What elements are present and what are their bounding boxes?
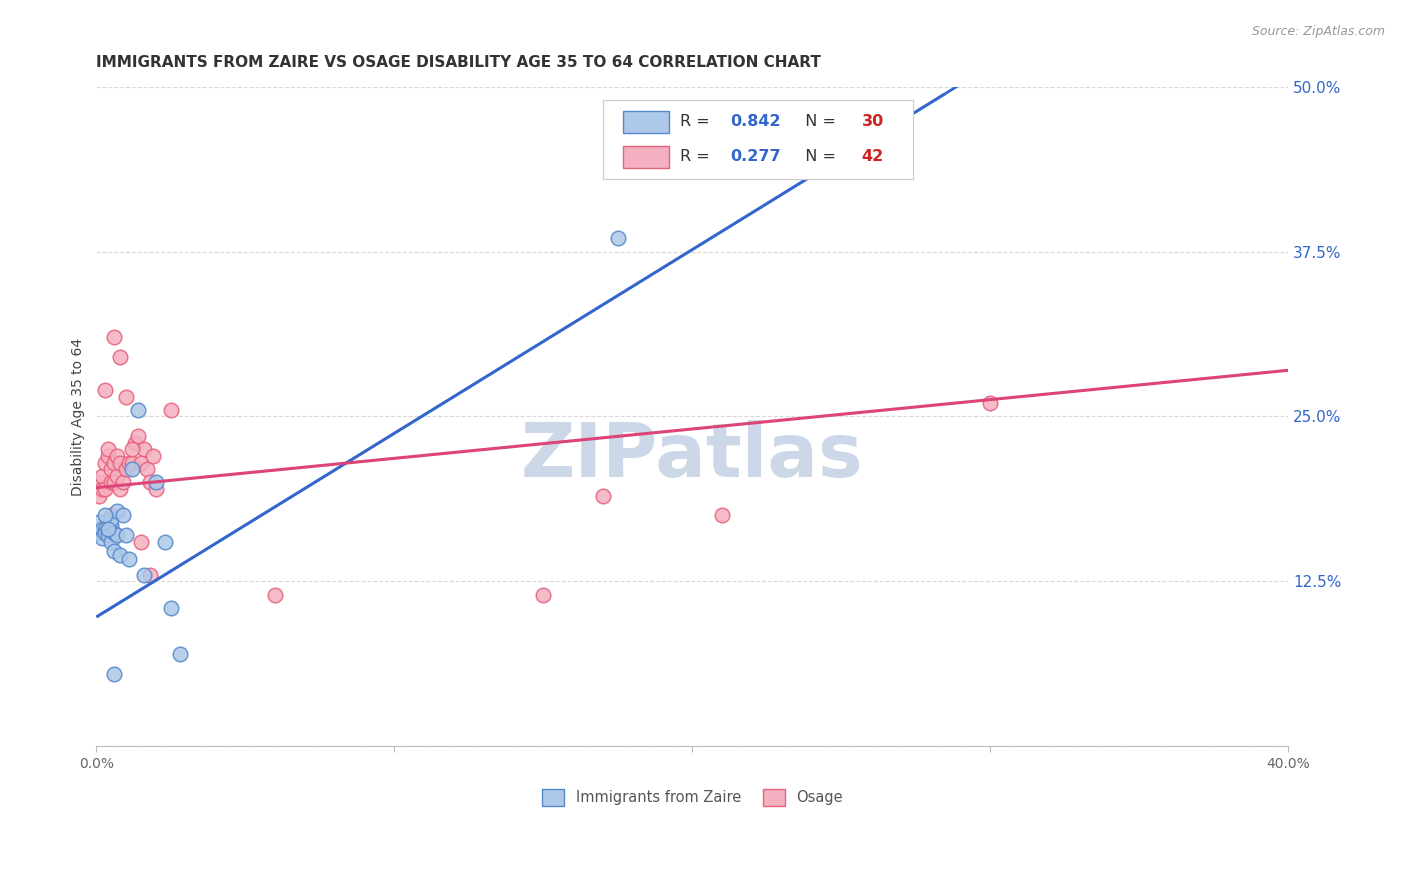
Point xyxy=(129,456,152,470)
Point xyxy=(103,456,125,470)
Text: 30: 30 xyxy=(862,114,884,129)
Point xyxy=(91,468,114,483)
Point xyxy=(103,330,125,344)
Point xyxy=(94,456,117,470)
Point xyxy=(139,567,162,582)
Text: 42: 42 xyxy=(862,149,884,164)
Point xyxy=(153,534,176,549)
Text: N =: N = xyxy=(794,114,841,129)
Point xyxy=(103,475,125,490)
Point xyxy=(160,402,183,417)
Text: IMMIGRANTS FROM ZAIRE VS OSAGE DISABILITY AGE 35 TO 64 CORRELATION CHART: IMMIGRANTS FROM ZAIRE VS OSAGE DISABILIT… xyxy=(97,55,821,70)
Point xyxy=(121,462,143,476)
Point xyxy=(112,508,135,523)
Point xyxy=(105,449,128,463)
Point xyxy=(105,528,128,542)
Point xyxy=(100,508,122,523)
Point xyxy=(108,456,131,470)
Point xyxy=(139,475,162,490)
Text: 0.842: 0.842 xyxy=(731,114,782,129)
Point xyxy=(91,531,114,545)
Point xyxy=(129,534,152,549)
Point xyxy=(94,508,117,523)
Text: R =: R = xyxy=(681,149,716,164)
Point xyxy=(100,475,122,490)
Point xyxy=(118,456,141,470)
Point xyxy=(103,544,125,558)
Point xyxy=(100,512,122,526)
Point xyxy=(108,482,131,496)
Point xyxy=(97,524,120,539)
Point xyxy=(132,442,155,457)
Text: Source: ZipAtlas.com: Source: ZipAtlas.com xyxy=(1251,25,1385,38)
Point xyxy=(606,231,628,245)
Point xyxy=(169,647,191,661)
Point xyxy=(118,552,141,566)
Point xyxy=(89,475,111,490)
Point xyxy=(979,396,1001,410)
Point xyxy=(89,515,111,529)
Text: N =: N = xyxy=(794,149,841,164)
Point xyxy=(108,548,131,562)
Point xyxy=(89,489,111,503)
Point xyxy=(711,508,734,523)
Point xyxy=(94,482,117,496)
Point xyxy=(94,522,117,536)
Point xyxy=(115,390,138,404)
Point xyxy=(115,462,138,476)
Point xyxy=(100,534,122,549)
Point xyxy=(142,449,165,463)
Point xyxy=(100,517,122,532)
Point xyxy=(124,435,146,450)
Point xyxy=(145,482,167,496)
FancyBboxPatch shape xyxy=(603,100,912,179)
Point xyxy=(108,350,131,364)
Point xyxy=(160,600,183,615)
Point xyxy=(97,522,120,536)
Text: R =: R = xyxy=(681,114,716,129)
Point xyxy=(89,525,111,540)
Point xyxy=(592,489,614,503)
Point xyxy=(145,475,167,490)
Point xyxy=(112,475,135,490)
Point xyxy=(97,449,120,463)
Point xyxy=(103,525,125,540)
Text: ZIPatlas: ZIPatlas xyxy=(522,419,863,492)
Point xyxy=(531,588,554,602)
Point xyxy=(105,468,128,483)
Point xyxy=(94,525,117,540)
Point xyxy=(91,482,114,496)
Point xyxy=(136,462,159,476)
FancyBboxPatch shape xyxy=(623,146,668,168)
Point xyxy=(115,528,138,542)
Point xyxy=(94,383,117,397)
Point xyxy=(91,522,114,536)
Text: 0.277: 0.277 xyxy=(731,149,782,164)
FancyBboxPatch shape xyxy=(623,112,668,133)
Point xyxy=(132,567,155,582)
Point xyxy=(100,462,122,476)
Point xyxy=(121,442,143,457)
Point xyxy=(127,402,149,417)
Point xyxy=(97,528,120,542)
Legend: Immigrants from Zaire, Osage: Immigrants from Zaire, Osage xyxy=(536,783,849,812)
Point xyxy=(105,504,128,518)
Point xyxy=(127,429,149,443)
Point xyxy=(264,588,287,602)
Point xyxy=(97,442,120,457)
Point xyxy=(121,456,143,470)
Point xyxy=(103,666,125,681)
Y-axis label: Disability Age 35 to 64: Disability Age 35 to 64 xyxy=(72,337,86,495)
